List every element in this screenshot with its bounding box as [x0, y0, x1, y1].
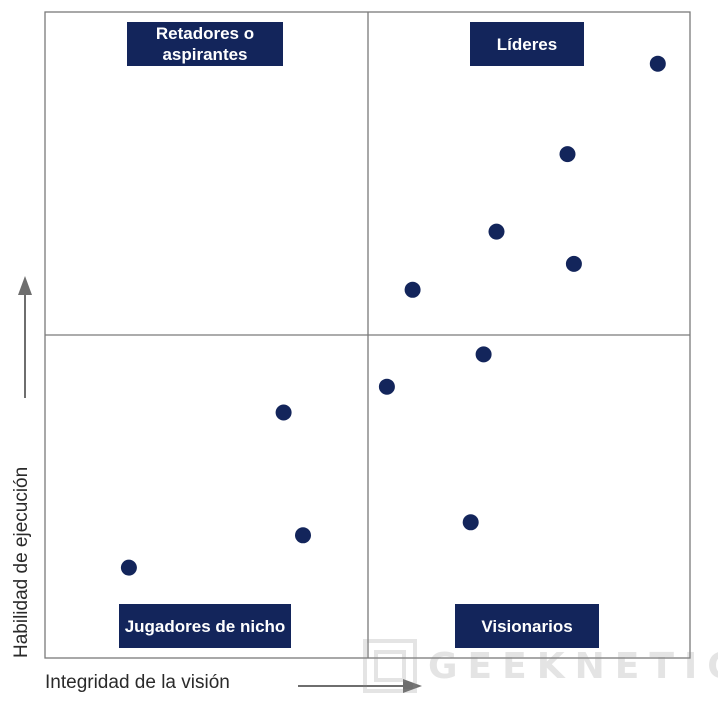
data-point-11 [120, 559, 137, 576]
geeknetic-watermark: GEEKNETIC [362, 638, 718, 694]
watermark-logo-icon [363, 639, 417, 693]
data-point-10 [295, 527, 311, 544]
watermark-text: GEEKNETIC [428, 646, 718, 687]
quadrant-label-leaders: Líderes [470, 22, 584, 66]
data-point-9 [462, 514, 479, 531]
data-point-1 [649, 55, 666, 72]
data-points [120, 55, 666, 576]
data-point-2 [559, 146, 576, 163]
data-point-6 [475, 346, 492, 363]
quadrant-label-challengers: Retadores o aspirantes [127, 22, 283, 66]
data-point-8 [275, 404, 292, 421]
y-axis-arrow-head [18, 276, 32, 295]
y-axis-label: Habilidad de ejecución [11, 466, 32, 658]
x-axis-arrow-head [403, 679, 422, 693]
data-point-5 [404, 281, 421, 298]
data-point-4 [565, 255, 582, 272]
data-point-3 [488, 223, 505, 240]
quadrant-label-visionaries: Visionarios [455, 604, 599, 648]
data-point-7 [378, 378, 395, 395]
x-axis-label: Integridad de la visión [45, 672, 230, 693]
quadrant-label-niche-players: Jugadores de nicho [119, 604, 291, 648]
